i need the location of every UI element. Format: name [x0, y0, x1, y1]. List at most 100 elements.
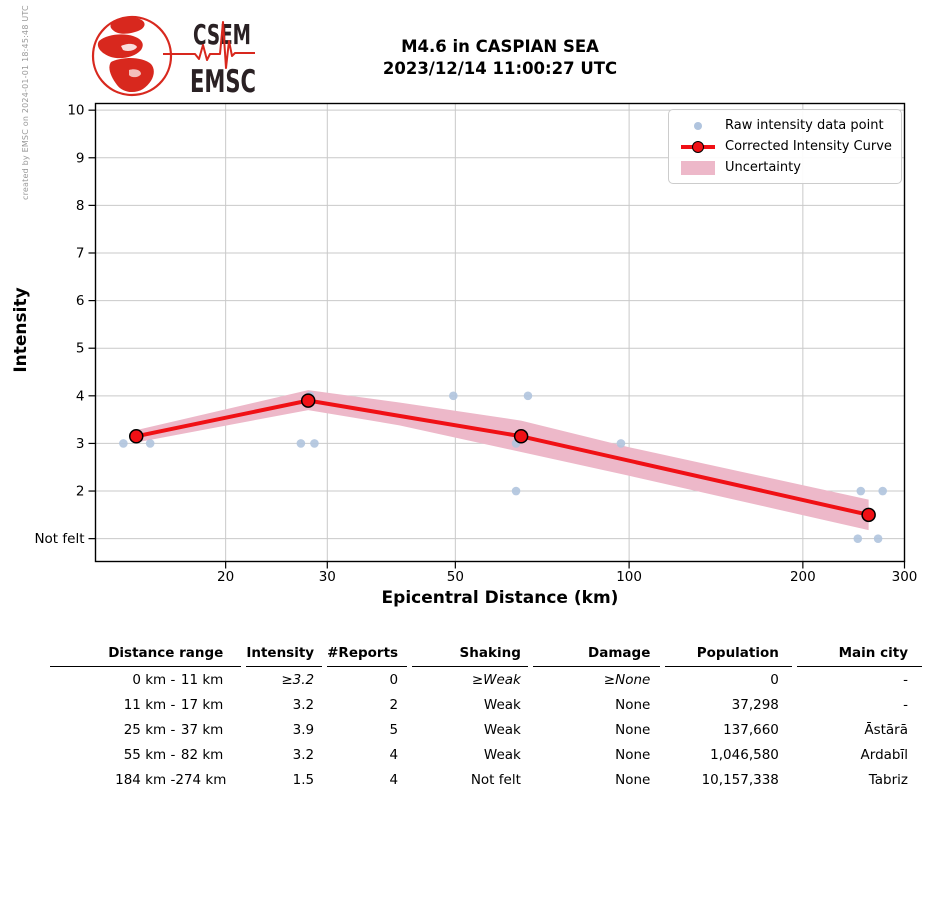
cell-shaking: ≥Weak [471, 671, 521, 688]
raw-data-point [449, 391, 458, 401]
range-min: 0 km - [132, 671, 176, 688]
cell-damage: ≥None [603, 671, 651, 688]
range-min: 184 km - [115, 771, 176, 788]
legend-label: Corrected Intensity Curve [725, 139, 892, 154]
table-row: 55 km -82 km 3.2 4 Weak None 1,046,580 A… [50, 742, 922, 767]
cell-damage: None [615, 771, 651, 788]
raw-data-point [310, 439, 319, 448]
x-tick-label: 300 [892, 569, 918, 585]
range-min: 11 km - [123, 696, 176, 713]
x-tick-label: 30 [319, 569, 336, 585]
raw-data-point [856, 486, 866, 496]
col-header-main-city: Main city [796, 637, 922, 667]
col-header-population: Population [665, 637, 792, 667]
table-header-row: Distance range Intensity #Reports Shakin… [50, 637, 922, 667]
range-max: 11 km [180, 671, 224, 688]
legend: Raw intensity data point Corrected Inten… [668, 109, 902, 184]
table-row: 184 km -274 km 1.5 4 Not felt None 10,15… [50, 767, 922, 792]
credit-note: created by EMSC on 2024-01-01 18:45:48 U… [21, 5, 30, 200]
seismogram-icon [163, 21, 255, 69]
range-max: 37 km [180, 721, 224, 738]
range-max: 274 km [175, 771, 227, 788]
col-header-reports: #Reports [327, 637, 408, 667]
logo-text-emsc: EMSC [190, 64, 256, 100]
plot-border [94, 102, 906, 563]
cell-reports: 5 [389, 721, 399, 738]
cell-distance-range: 11 km -17 km [50, 692, 241, 717]
y-tick-label: 4 [76, 388, 85, 404]
cell-reports: 2 [389, 696, 399, 713]
band-swatch-icon [677, 160, 719, 175]
cell-intensity: 3.2 [292, 746, 315, 763]
table-row: 0 km -11 km ≥3.2 0 ≥Weak ≥None 0 - [50, 667, 922, 692]
cell-damage: None [615, 696, 651, 713]
corrected-intensity-curve [135, 398, 870, 517]
cell-distance-range: 25 km -37 km [50, 717, 241, 742]
raw-data-point [523, 391, 533, 401]
x-tick-label: 50 [447, 569, 464, 585]
y-tick-label: 3 [76, 436, 85, 452]
cell-shaking: Not felt [470, 771, 521, 788]
col-header-distance-range: Distance range [50, 637, 242, 667]
y-tick-label: Not felt [34, 531, 84, 547]
cell-population: 37,298 [731, 696, 779, 713]
title-line-2: 2023/12/14 11:00:27 UTC [382, 59, 618, 78]
curve-marker-icon [677, 140, 719, 154]
cell-reports: 0 [389, 671, 399, 688]
legend-label: Raw intensity data point [725, 118, 884, 133]
cell-intensity: 3.2 [292, 696, 315, 713]
title-line-1: M4.6 in CASPIAN SEA [401, 37, 599, 56]
table-row: 25 km -37 km 3.9 5 Weak None 137,660 Āst… [50, 717, 922, 742]
table-row: 11 km -17 km 3.2 2 Weak None 37,298 - [50, 692, 922, 717]
legend-label: Uncertainty [725, 160, 801, 175]
cell-shaking: Weak [483, 696, 521, 713]
y-tick-label: 8 [76, 198, 85, 214]
cell-distance-range: 0 km -11 km [50, 667, 241, 692]
cell-intensity: 3.9 [292, 721, 315, 738]
cell-main-city: Tabriz [868, 771, 908, 788]
csem-emsc-logo: CSEM EMSC [91, 15, 256, 100]
legend-item-raw: Raw intensity data point [677, 115, 895, 136]
legend-item-curve: Corrected Intensity Curve [677, 136, 895, 157]
x-tick-label: 200 [790, 569, 816, 585]
cell-reports: 4 [389, 746, 399, 763]
cell-intensity: ≥3.2 [281, 671, 315, 688]
cell-population: 137,660 [723, 721, 779, 738]
raw-data-point [296, 439, 306, 448]
range-max: 82 km [180, 746, 224, 763]
y-tick-label: 10 [67, 103, 84, 119]
y-tick-label: 5 [76, 341, 85, 357]
cell-population: 0 [770, 671, 779, 688]
cell-main-city: - [903, 671, 908, 688]
curve-marker [861, 507, 876, 523]
curve-marker [128, 429, 144, 444]
curve-marker [300, 393, 316, 408]
y-axis-label: Intensity [11, 287, 31, 373]
range-min: 55 km - [123, 746, 176, 763]
x-tick-label: 100 [616, 569, 642, 585]
raw-point-marker-icon [677, 121, 719, 130]
y-tick-label: 2 [76, 484, 85, 500]
raw-data-point [511, 486, 521, 496]
cell-shaking: Weak [483, 721, 521, 738]
globe-icon [91, 15, 173, 97]
y-tick-label: 7 [76, 245, 85, 261]
impact-table: Distance range Intensity #Reports Shakin… [45, 637, 927, 792]
raw-data-point [853, 534, 863, 543]
y-tick-label: 6 [76, 293, 85, 309]
col-header-damage: Damage [532, 637, 661, 667]
cell-intensity: 1.5 [292, 771, 315, 788]
cell-reports: 4 [389, 771, 399, 788]
cell-shaking: Weak [483, 746, 521, 763]
cell-population: 1,046,580 [710, 746, 779, 763]
cell-damage: None [615, 721, 651, 738]
cell-damage: None [615, 746, 651, 763]
uncertainty-band [136, 390, 869, 531]
col-header-shaking: Shaking [412, 637, 528, 667]
cell-population: 10,157,338 [701, 771, 779, 788]
cell-main-city: Ardabīl [860, 746, 908, 763]
raw-data-point [119, 439, 128, 448]
legend-item-uncertainty: Uncertainty [677, 157, 895, 178]
raw-data-point [616, 439, 626, 448]
